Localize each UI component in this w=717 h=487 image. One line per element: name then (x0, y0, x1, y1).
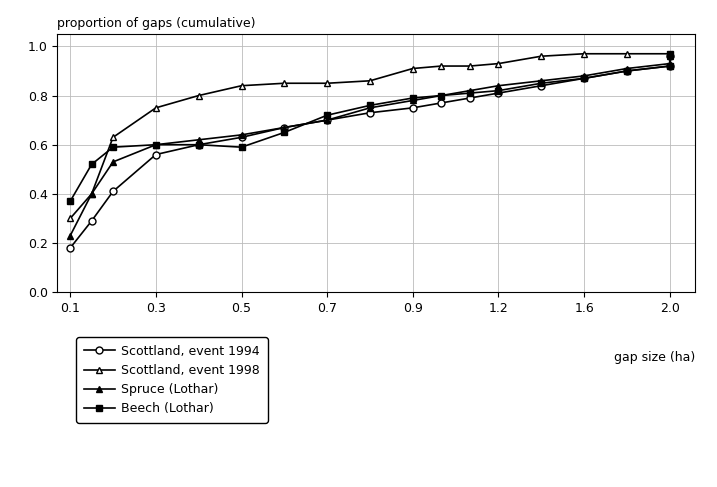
Scottland, event 1994 (66, 245, 75, 251)
Spruce (Lothar) (437, 93, 446, 98)
Scottland, event 1998 (323, 80, 331, 86)
Beech (Lothar) (237, 144, 246, 150)
Scottland, event 1994 (665, 53, 674, 59)
Beech (Lothar) (323, 112, 331, 118)
Spruce (Lothar) (109, 159, 118, 165)
Scottland, event 1994 (465, 95, 474, 101)
Scottland, event 1998 (537, 53, 546, 59)
Scottland, event 1998 (622, 51, 631, 56)
Scottland, event 1994 (537, 83, 546, 89)
Scottland, event 1994 (409, 105, 417, 111)
Scottland, event 1998 (437, 63, 446, 69)
Spruce (Lothar) (537, 78, 546, 84)
Beech (Lothar) (580, 75, 589, 81)
Scottland, event 1994 (665, 63, 674, 69)
Spruce (Lothar) (409, 97, 417, 103)
Spruce (Lothar) (494, 83, 503, 89)
Scottland, event 1994 (109, 188, 118, 194)
Line: Spruce (Lothar): Spruce (Lothar) (67, 53, 673, 239)
Text: proportion of gaps (cumulative): proportion of gaps (cumulative) (57, 17, 256, 30)
Scottland, event 1998 (194, 93, 203, 98)
Spruce (Lothar) (151, 142, 160, 148)
Legend: Scottland, event 1994, Scottland, event 1998, Spruce (Lothar), Beech (Lothar): Scottland, event 1994, Scottland, event … (77, 337, 267, 423)
Scottland, event 1998 (665, 51, 674, 56)
Beech (Lothar) (409, 95, 417, 101)
Scottland, event 1998 (109, 134, 118, 140)
Scottland, event 1998 (66, 216, 75, 222)
Beech (Lothar) (87, 162, 96, 168)
Line: Scottland, event 1994: Scottland, event 1994 (67, 53, 673, 251)
Spruce (Lothar) (665, 61, 674, 67)
Spruce (Lothar) (323, 117, 331, 123)
Beech (Lothar) (437, 93, 446, 98)
Spruce (Lothar) (366, 105, 374, 111)
Scottland, event 1994 (494, 90, 503, 96)
Scottland, event 1998 (494, 61, 503, 67)
Beech (Lothar) (366, 102, 374, 108)
Scottland, event 1998 (237, 83, 246, 89)
Scottland, event 1998 (409, 66, 417, 72)
Scottland, event 1998 (280, 80, 289, 86)
Beech (Lothar) (665, 63, 674, 69)
Spruce (Lothar) (87, 191, 96, 197)
Beech (Lothar) (465, 90, 474, 96)
Beech (Lothar) (280, 130, 289, 135)
Scottland, event 1998 (366, 78, 374, 84)
Beech (Lothar) (66, 198, 75, 204)
Scottland, event 1998 (665, 51, 674, 56)
Scottland, event 1994 (622, 68, 631, 74)
Beech (Lothar) (494, 88, 503, 94)
Spruce (Lothar) (622, 66, 631, 72)
Scottland, event 1994 (366, 110, 374, 116)
Text: gap size (ha): gap size (ha) (614, 351, 695, 364)
Spruce (Lothar) (580, 73, 589, 79)
Scottland, event 1994 (194, 142, 203, 148)
Scottland, event 1998 (465, 63, 474, 69)
Scottland, event 1994 (323, 117, 331, 123)
Scottland, event 1994 (580, 75, 589, 81)
Beech (Lothar) (151, 142, 160, 148)
Line: Beech (Lothar): Beech (Lothar) (67, 50, 673, 205)
Beech (Lothar) (109, 144, 118, 150)
Spruce (Lothar) (280, 125, 289, 131)
Scottland, event 1994 (280, 125, 289, 131)
Spruce (Lothar) (465, 88, 474, 94)
Scottland, event 1998 (151, 105, 160, 111)
Scottland, event 1994 (151, 151, 160, 157)
Spruce (Lothar) (66, 233, 75, 239)
Line: Scottland, event 1998: Scottland, event 1998 (67, 50, 673, 222)
Spruce (Lothar) (665, 53, 674, 59)
Beech (Lothar) (665, 51, 674, 56)
Scottland, event 1998 (580, 51, 589, 56)
Beech (Lothar) (537, 80, 546, 86)
Beech (Lothar) (622, 68, 631, 74)
Scottland, event 1998 (87, 191, 96, 197)
Scottland, event 1994 (437, 100, 446, 106)
Spruce (Lothar) (194, 137, 203, 143)
Beech (Lothar) (194, 142, 203, 148)
Spruce (Lothar) (237, 132, 246, 138)
Scottland, event 1994 (87, 218, 96, 224)
Scottland, event 1994 (237, 134, 246, 140)
